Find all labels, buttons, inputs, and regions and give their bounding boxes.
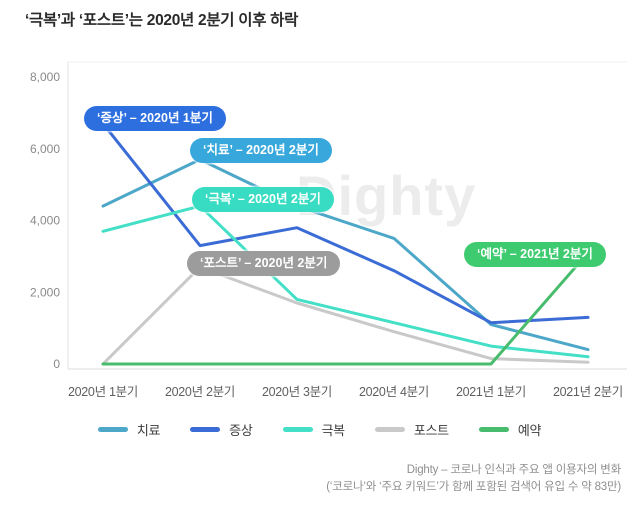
legend-swatch-treatment xyxy=(97,427,128,432)
annotation-overcome: ‘극복’ – 2020년 2분기 xyxy=(192,187,334,213)
source-note-line1: Dighty – 코로나 인식과 주요 앱 이용자의 변화 xyxy=(406,464,621,476)
x-tick-label: 2020년 1분기 xyxy=(68,385,138,399)
source-note: Dighty – 코로나 인식과 주요 앱 이용자의 변화 (‘코로나’와 ‘주… xyxy=(326,462,621,497)
annotation-reservation: ‘예약’ – 2021년 2분기 xyxy=(464,242,606,268)
annotation-symptoms: ‘증상’ – 2020년 1분기 xyxy=(84,106,226,132)
x-tick-label: 2021년 1분기 xyxy=(456,385,526,399)
x-tick-label: 2020년 3분기 xyxy=(262,385,332,399)
y-tick-label: 4,000 xyxy=(30,214,60,228)
chart-legend: 치료 증상 극복 포스트 예약 xyxy=(0,420,639,439)
page-title: ‘극복’과 ‘포스트’는 2020년 2분기 이후 하락 xyxy=(25,12,299,29)
legend-swatch-post xyxy=(374,427,405,432)
legend-label-overcome: 극복 xyxy=(321,423,346,438)
series-line-overcome xyxy=(101,204,590,359)
annotation-treatment: ‘치료’ – 2020년 2분기 xyxy=(190,138,332,164)
legend-item-overcome: 극복 xyxy=(282,420,346,439)
y-tick-label: 6,000 xyxy=(30,142,60,156)
series-line-post xyxy=(101,265,590,366)
legend-label-post: 포스트 xyxy=(413,423,449,438)
y-tick-label: 2,000 xyxy=(30,285,60,299)
legend-swatch-overcome xyxy=(282,427,313,432)
legend-item-post: 포스트 xyxy=(374,420,449,439)
x-tick-label: 2021년 2분기 xyxy=(553,385,623,399)
legend-label-treatment: 치료 xyxy=(136,423,161,438)
legend-label-symptoms: 증상 xyxy=(229,423,253,438)
series-line-symptoms xyxy=(101,122,590,325)
source-note-line2: (‘코로나’와 ‘주요 키워드’가 함께 포함된 검색어 유입 수 약 83만) xyxy=(326,481,621,494)
legend-item-treatment: 치료 xyxy=(97,420,161,439)
series-line-reservation xyxy=(101,251,590,366)
legend-swatch-reservation xyxy=(478,427,509,432)
series-line-treatment xyxy=(101,158,590,352)
x-tick-label: 2020년 4분기 xyxy=(359,385,429,399)
legend-item-symptoms: 증상 xyxy=(190,420,253,439)
y-tick-label: 0 xyxy=(53,357,60,371)
legend-item-reservation: 예약 xyxy=(478,420,542,439)
annotation-post: ‘포스트’ – 2020년 2분기 xyxy=(187,251,341,277)
legend-label-reservation: 예약 xyxy=(517,423,542,438)
legend-swatch-symptoms xyxy=(190,427,221,432)
y-tick-label: 8,000 xyxy=(30,70,60,84)
x-tick-label: 2020년 2분기 xyxy=(165,385,235,399)
